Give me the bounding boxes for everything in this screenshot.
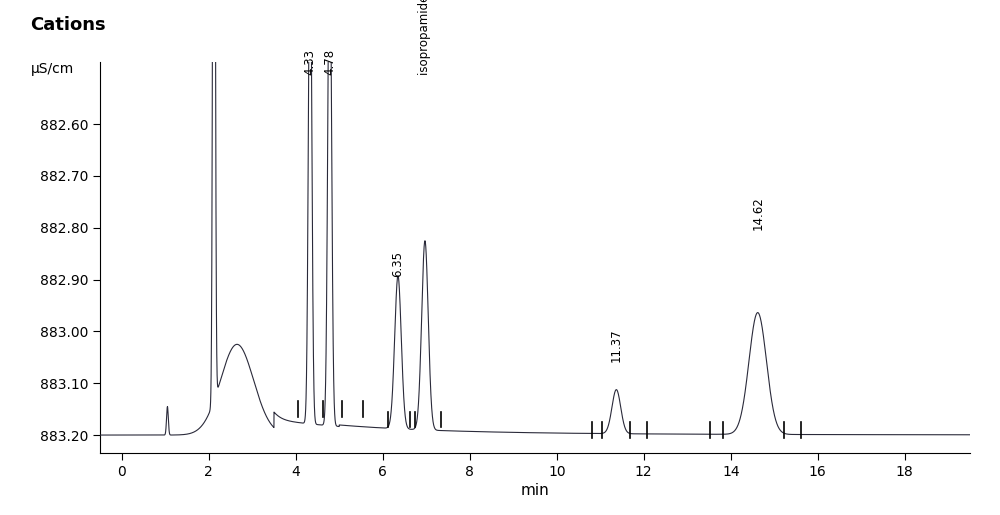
Text: 14.62: 14.62 xyxy=(751,197,764,230)
Text: 6.35: 6.35 xyxy=(391,251,404,277)
X-axis label: min: min xyxy=(521,483,549,498)
Text: 4.78: 4.78 xyxy=(323,48,336,75)
Text: 4.33: 4.33 xyxy=(304,49,317,75)
Text: isopropamide 6.97: isopropamide 6.97 xyxy=(418,0,431,75)
Text: Cations: Cations xyxy=(30,16,106,35)
Text: 11.37: 11.37 xyxy=(610,329,623,363)
Text: μS/cm: μS/cm xyxy=(30,62,74,76)
